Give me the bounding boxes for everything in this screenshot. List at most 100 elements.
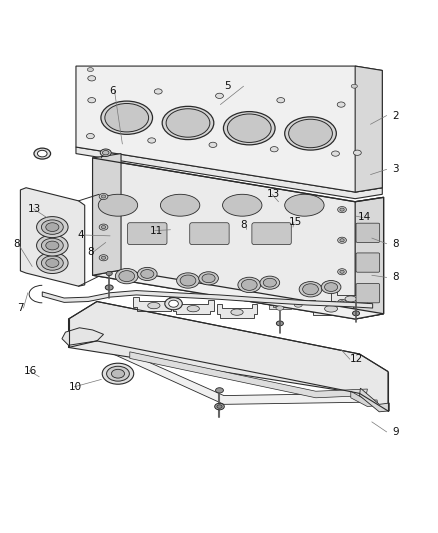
Ellipse shape <box>98 195 138 216</box>
Ellipse shape <box>176 273 199 288</box>
Ellipse shape <box>141 270 153 278</box>
Ellipse shape <box>41 220 63 235</box>
FancyBboxPatch shape <box>127 223 166 245</box>
FancyBboxPatch shape <box>355 253 379 272</box>
Ellipse shape <box>106 271 112 276</box>
Ellipse shape <box>164 297 182 310</box>
Ellipse shape <box>36 253 68 273</box>
Text: 8: 8 <box>392 239 398 249</box>
Ellipse shape <box>99 224 108 230</box>
Polygon shape <box>92 154 121 275</box>
Text: 8: 8 <box>87 247 94 257</box>
Ellipse shape <box>86 133 94 139</box>
Polygon shape <box>287 302 308 306</box>
Text: 7: 7 <box>17 303 24 313</box>
Ellipse shape <box>337 207 346 213</box>
Polygon shape <box>62 328 103 345</box>
Ellipse shape <box>350 84 357 88</box>
Ellipse shape <box>352 311 359 316</box>
Ellipse shape <box>336 102 344 107</box>
Ellipse shape <box>208 142 216 148</box>
Polygon shape <box>68 302 387 411</box>
Ellipse shape <box>215 93 223 99</box>
Ellipse shape <box>321 280 340 294</box>
Ellipse shape <box>100 149 111 157</box>
Polygon shape <box>216 304 257 318</box>
Ellipse shape <box>284 117 336 150</box>
Ellipse shape <box>337 300 346 305</box>
Ellipse shape <box>88 98 95 103</box>
FancyBboxPatch shape <box>189 223 229 245</box>
Ellipse shape <box>180 275 195 286</box>
Ellipse shape <box>237 277 260 293</box>
Ellipse shape <box>230 309 243 316</box>
Text: 13: 13 <box>266 189 279 199</box>
Ellipse shape <box>102 363 134 384</box>
Ellipse shape <box>227 114 271 142</box>
Ellipse shape <box>106 366 129 381</box>
Ellipse shape <box>102 150 109 155</box>
Ellipse shape <box>344 296 356 302</box>
Text: 8: 8 <box>240 220 247 230</box>
Ellipse shape <box>353 150 360 155</box>
FancyBboxPatch shape <box>251 223 290 245</box>
Ellipse shape <box>201 274 215 282</box>
Ellipse shape <box>99 193 108 199</box>
Ellipse shape <box>160 195 199 216</box>
Ellipse shape <box>137 268 157 280</box>
Ellipse shape <box>276 98 284 103</box>
Ellipse shape <box>148 138 155 143</box>
Polygon shape <box>359 388 389 412</box>
Polygon shape <box>350 391 377 407</box>
Ellipse shape <box>276 306 283 310</box>
Polygon shape <box>268 304 290 309</box>
Text: 8: 8 <box>392 272 398 282</box>
Polygon shape <box>97 333 385 393</box>
Ellipse shape <box>215 387 223 393</box>
Polygon shape <box>331 291 369 304</box>
Ellipse shape <box>339 301 343 304</box>
Ellipse shape <box>216 405 222 408</box>
Ellipse shape <box>162 107 213 140</box>
Ellipse shape <box>270 147 278 152</box>
Ellipse shape <box>36 235 68 256</box>
Polygon shape <box>354 197 383 319</box>
Text: 9: 9 <box>392 427 398 437</box>
Text: 2: 2 <box>392 110 398 120</box>
Ellipse shape <box>339 239 343 242</box>
Ellipse shape <box>259 276 279 289</box>
Ellipse shape <box>223 111 275 145</box>
Ellipse shape <box>324 305 337 312</box>
Ellipse shape <box>111 369 124 378</box>
Ellipse shape <box>339 270 343 273</box>
Polygon shape <box>130 352 367 398</box>
Ellipse shape <box>119 271 134 281</box>
Ellipse shape <box>101 195 106 198</box>
Text: 5: 5 <box>223 81 230 91</box>
Polygon shape <box>103 343 381 405</box>
Polygon shape <box>76 147 381 199</box>
Polygon shape <box>76 66 381 192</box>
Ellipse shape <box>41 256 63 270</box>
Text: 6: 6 <box>109 86 116 95</box>
FancyBboxPatch shape <box>355 223 379 243</box>
Ellipse shape <box>41 238 63 253</box>
Ellipse shape <box>101 256 106 259</box>
Ellipse shape <box>46 223 59 231</box>
Text: 15: 15 <box>288 217 301 227</box>
Ellipse shape <box>198 272 218 285</box>
Ellipse shape <box>168 300 178 307</box>
Ellipse shape <box>87 68 93 71</box>
Text: 8: 8 <box>13 239 20 249</box>
Ellipse shape <box>187 305 199 312</box>
Ellipse shape <box>276 321 283 326</box>
Ellipse shape <box>154 89 162 94</box>
Ellipse shape <box>147 302 159 309</box>
Ellipse shape <box>241 279 257 290</box>
Ellipse shape <box>88 76 95 81</box>
Polygon shape <box>20 188 85 286</box>
Ellipse shape <box>288 119 332 148</box>
Ellipse shape <box>37 150 47 157</box>
Text: 14: 14 <box>357 213 370 222</box>
Polygon shape <box>92 158 383 319</box>
